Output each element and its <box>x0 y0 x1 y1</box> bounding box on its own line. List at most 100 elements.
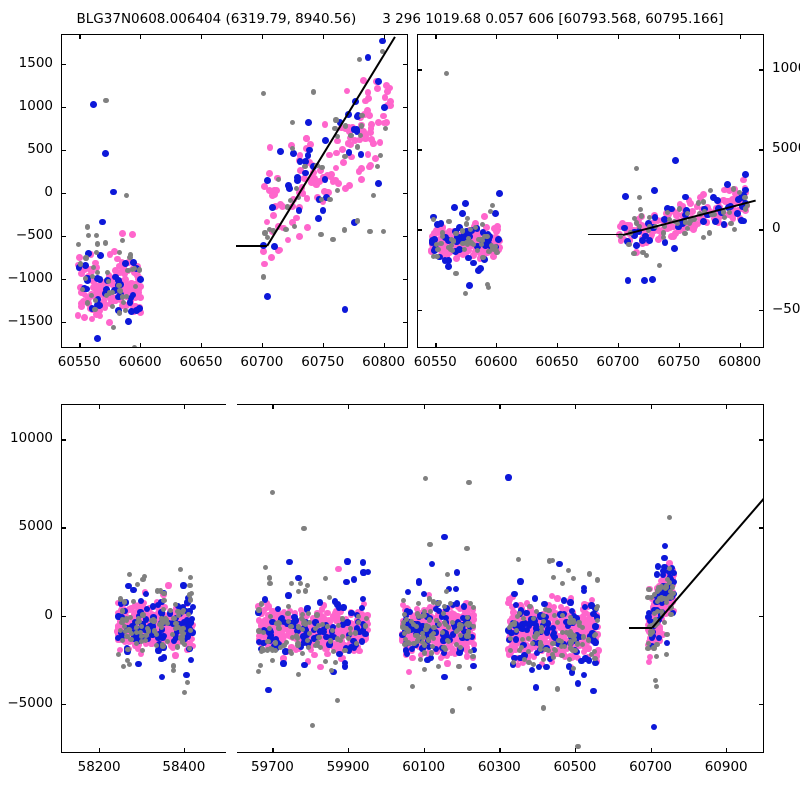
data-point <box>479 222 486 228</box>
data-point <box>522 656 528 662</box>
x-tick-label: 60600 <box>474 354 518 370</box>
data-point <box>663 582 670 588</box>
data-point <box>319 207 327 215</box>
data-point <box>631 216 637 222</box>
data-point <box>304 658 312 665</box>
data-point <box>321 645 329 652</box>
data-point <box>484 234 490 240</box>
data-point <box>523 626 531 634</box>
data-point <box>644 252 650 258</box>
data-point <box>314 612 320 618</box>
data-point <box>541 657 547 663</box>
data-point <box>539 624 545 631</box>
data-point <box>574 641 580 647</box>
data-point <box>667 205 675 213</box>
x-tick <box>261 34 264 39</box>
data-point <box>721 214 728 220</box>
data-point <box>482 234 488 240</box>
data-point <box>409 654 416 662</box>
data-point <box>331 609 339 617</box>
data-point <box>582 621 589 629</box>
data-point <box>563 629 570 635</box>
data-point <box>432 606 440 613</box>
data-point <box>382 126 389 132</box>
data-point <box>546 607 552 614</box>
panel-top-left[interactable] <box>61 34 408 348</box>
data-point <box>179 637 186 643</box>
x-tick <box>557 343 559 348</box>
x-tick <box>183 748 186 753</box>
data-point <box>111 273 119 281</box>
y-tick <box>61 64 66 66</box>
data-point <box>729 206 737 214</box>
data-point <box>422 666 428 673</box>
data-point <box>94 296 102 304</box>
data-point <box>167 607 173 613</box>
data-point <box>409 684 415 690</box>
data-point <box>531 595 538 602</box>
data-point <box>260 621 267 628</box>
data-point <box>661 564 668 571</box>
data-point <box>430 213 438 221</box>
data-point <box>580 671 587 679</box>
data-point <box>473 242 481 250</box>
model-fit-line <box>588 233 623 236</box>
x-tick-label: 59900 <box>326 759 370 775</box>
data-point <box>330 633 337 641</box>
data-point <box>270 211 278 219</box>
data-point <box>170 663 176 669</box>
panel-bottom[interactable] <box>61 404 764 753</box>
data-point <box>117 600 125 607</box>
data-point <box>420 590 428 598</box>
data-point <box>280 655 287 662</box>
data-point <box>463 243 471 251</box>
data-point <box>436 235 444 243</box>
data-point <box>119 619 125 626</box>
data-point <box>297 643 305 650</box>
panel-top-right[interactable] <box>417 34 764 348</box>
data-point <box>255 603 262 610</box>
data-point <box>665 223 673 230</box>
data-point <box>111 267 119 274</box>
data-point <box>339 145 346 153</box>
data-point <box>368 120 376 128</box>
data-point <box>405 639 411 645</box>
data-point <box>441 673 448 681</box>
x-tick <box>496 34 498 39</box>
data-point <box>652 616 659 622</box>
data-point <box>421 650 427 656</box>
data-point <box>592 631 598 637</box>
data-point <box>489 202 496 208</box>
data-point <box>453 254 461 262</box>
data-point <box>427 617 433 623</box>
model-fit-line <box>628 627 652 629</box>
data-point <box>322 137 329 144</box>
data-point <box>548 592 556 600</box>
data-point <box>530 615 536 621</box>
data-point <box>564 622 572 630</box>
data-point <box>456 663 462 670</box>
data-point <box>189 643 196 650</box>
data-point <box>295 640 301 646</box>
data-point <box>567 599 574 606</box>
data-point <box>660 229 666 235</box>
data-point <box>302 163 308 170</box>
data-point <box>183 616 191 624</box>
data-point <box>363 106 371 114</box>
data-point <box>543 629 550 636</box>
data-point <box>402 632 410 639</box>
data-point <box>185 612 192 618</box>
data-point <box>441 256 449 264</box>
data-point <box>285 613 292 621</box>
data-point <box>433 242 439 248</box>
data-point <box>107 290 113 296</box>
data-point <box>459 251 467 259</box>
x-tick-label: 60700 <box>629 759 673 775</box>
data-point <box>533 625 540 632</box>
data-point <box>360 600 368 608</box>
data-point <box>361 97 369 105</box>
data-point <box>260 639 267 646</box>
y-tick <box>403 322 408 324</box>
data-point <box>437 220 445 228</box>
data-point <box>576 633 583 640</box>
